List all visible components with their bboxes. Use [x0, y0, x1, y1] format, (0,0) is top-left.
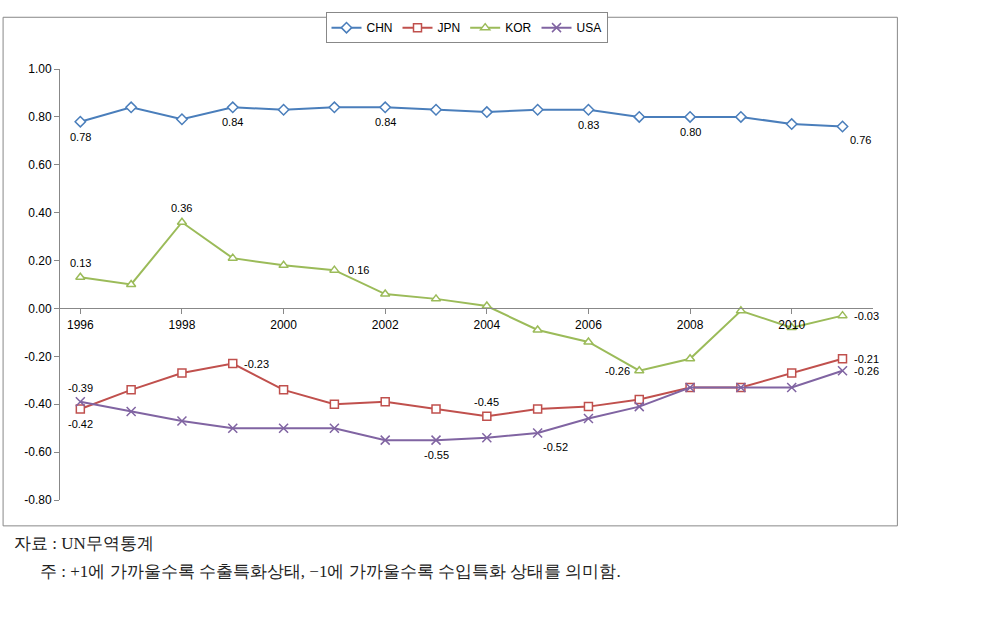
svg-text:2008: 2008 — [677, 318, 704, 332]
svg-text:0.80: 0.80 — [680, 126, 701, 138]
svg-text:1.00: 1.00 — [28, 62, 52, 76]
svg-text:0.13: 0.13 — [70, 257, 91, 269]
svg-text:1996: 1996 — [67, 318, 94, 332]
svg-text:-0.60: -0.60 — [24, 445, 52, 459]
svg-text:-0.52: -0.52 — [543, 441, 568, 453]
svg-text:-0.26: -0.26 — [605, 365, 630, 377]
svg-text:2000: 2000 — [270, 318, 297, 332]
svg-text:0.60: 0.60 — [28, 158, 52, 172]
svg-text:-0.39: -0.39 — [68, 382, 93, 394]
svg-text:0.83: 0.83 — [578, 119, 599, 131]
svg-text:JPN: JPN — [438, 21, 461, 35]
svg-text:-0.21: -0.21 — [854, 353, 879, 365]
svg-text:2002: 2002 — [372, 318, 399, 332]
svg-text:2006: 2006 — [575, 318, 602, 332]
svg-text:-0.20: -0.20 — [24, 350, 52, 364]
html-text:주 : +1에 가까울수록 수출특화상태, −1에 가까울수: 주 : +1에 가까울수록 수출특화상태, −1에 가까울수록 수입특화 상태를… — [40, 562, 621, 581]
svg-text:0.84: 0.84 — [375, 116, 396, 128]
svg-text:0.20: 0.20 — [28, 254, 52, 268]
svg-text:CHN: CHN — [367, 21, 393, 35]
svg-text:USA: USA — [577, 21, 602, 35]
svg-text:0.36: 0.36 — [171, 202, 192, 214]
svg-text:2004: 2004 — [473, 318, 500, 332]
svg-text:-0.26: -0.26 — [854, 365, 879, 377]
svg-text:-0.42: -0.42 — [68, 418, 93, 430]
html-text:자료 : UN무역통계: 자료 : UN무역통계 — [14, 534, 154, 553]
svg-text:-0.40: -0.40 — [24, 397, 52, 411]
svg-text:-0.80: -0.80 — [24, 493, 52, 507]
svg-text:-0.55: -0.55 — [424, 449, 449, 461]
svg-text:0.80: 0.80 — [28, 110, 52, 124]
svg-text:-0.45: -0.45 — [474, 396, 499, 408]
svg-text:0.84: 0.84 — [222, 116, 243, 128]
svg-text:0.76: 0.76 — [850, 134, 871, 146]
svg-text:0.40: 0.40 — [28, 206, 52, 220]
svg-text:0.00: 0.00 — [28, 302, 52, 316]
svg-text:KOR: KOR — [505, 21, 531, 35]
svg-text:1998: 1998 — [169, 318, 196, 332]
svg-text:0.78: 0.78 — [70, 131, 91, 143]
svg-text:0.16: 0.16 — [348, 264, 369, 276]
svg-text:-0.03: -0.03 — [854, 310, 879, 322]
svg-text:-0.23: -0.23 — [244, 358, 269, 370]
svg-text:2010: 2010 — [778, 318, 805, 332]
